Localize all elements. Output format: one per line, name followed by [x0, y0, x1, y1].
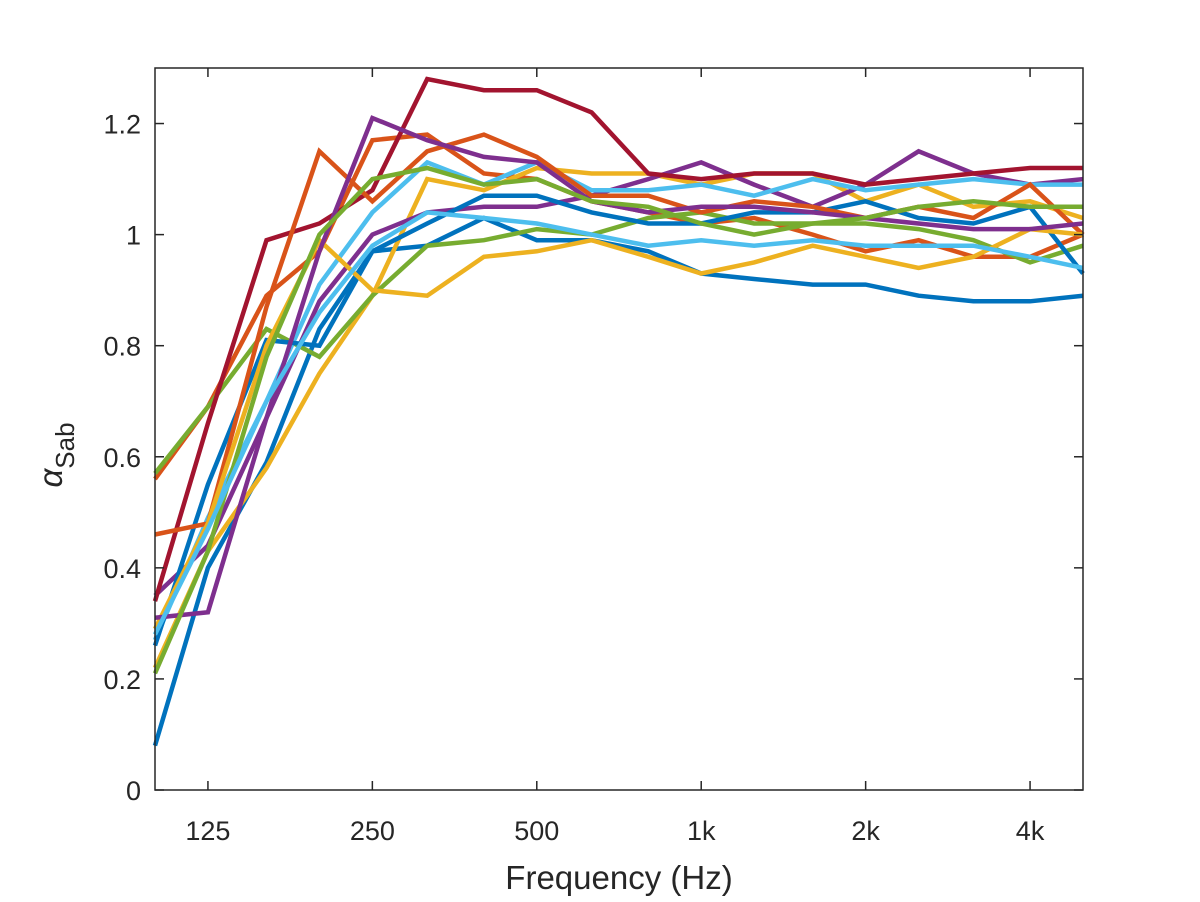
x-tick-label: 1k — [687, 816, 716, 846]
y-tick-label: 1.2 — [103, 110, 141, 140]
y-tick-label: 0.4 — [103, 554, 141, 584]
y-axis-label-sub: Sab — [50, 422, 80, 468]
y-axis-ticks: 0 0.2 0.4 0.6 0.8 1 1.2 — [103, 110, 1083, 806]
y-tick-label: 0.8 — [103, 332, 141, 362]
svg-text:αSab: αSab — [32, 422, 80, 487]
x-tick-label: 2k — [851, 816, 880, 846]
y-tick-label: 1 — [126, 221, 141, 251]
y-axis-label: αSab — [32, 422, 80, 487]
series-line-5 — [153, 210, 1084, 475]
y-tick-label: 0 — [126, 776, 141, 806]
axes-box — [154, 67, 1084, 791]
series-line-3 — [152, 165, 1084, 669]
y-tick-label: 0.2 — [103, 665, 141, 695]
y-axis-label-main: α — [32, 468, 69, 488]
series-line-12 — [152, 165, 1083, 675]
y-tick-label: 0.6 — [103, 443, 141, 473]
series-line-9 — [154, 132, 1085, 537]
series-line-6 — [152, 159, 1083, 641]
x-tick-label: 125 — [185, 816, 230, 846]
x-axis-ticks: 125 250 500 1k 2k 4k — [185, 68, 1045, 846]
series-line-11 — [154, 115, 1084, 621]
series-line-7 — [152, 76, 1083, 602]
series-line-13 — [152, 210, 1084, 636]
series-lines — [152, 76, 1085, 747]
x-tick-label: 4k — [1016, 816, 1045, 846]
x-tick-label: 250 — [350, 816, 395, 846]
x-tick-label: 500 — [514, 816, 559, 846]
x-axis-label: Frequency (Hz) — [505, 859, 732, 896]
series-line-8 — [152, 193, 1085, 647]
series-line-4 — [153, 148, 1084, 598]
